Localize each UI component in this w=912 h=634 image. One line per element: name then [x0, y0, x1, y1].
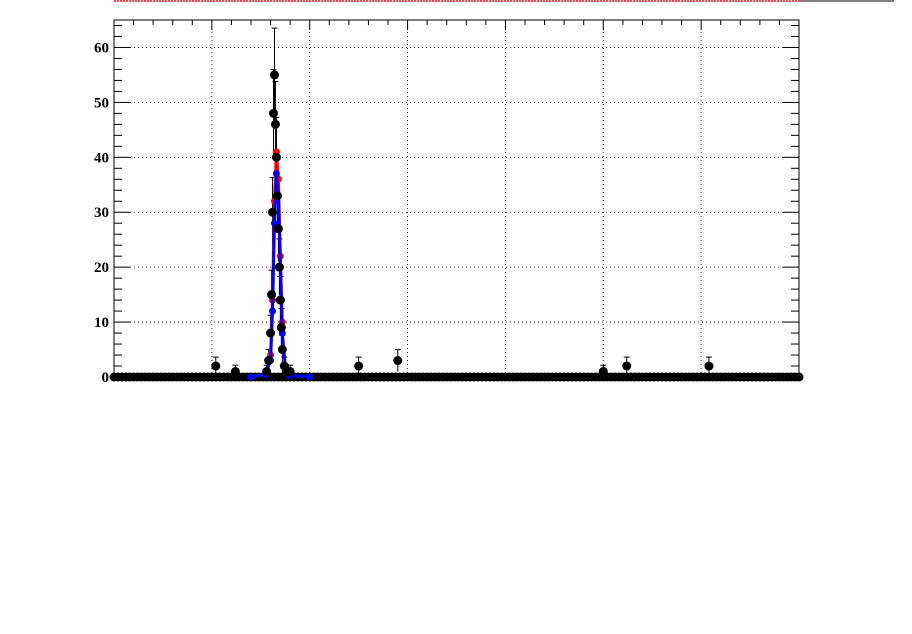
data-point [264, 356, 274, 366]
data-point [269, 70, 279, 80]
data-points [211, 70, 714, 377]
data-point [269, 108, 279, 118]
y-tick-label: 10 [94, 315, 109, 331]
data-point [271, 152, 281, 162]
data-point [598, 367, 608, 377]
plot-frame [113, 19, 800, 378]
data-point [211, 361, 221, 371]
fit-point [269, 307, 277, 315]
data-point [270, 119, 280, 129]
data-point [267, 290, 277, 300]
data-point [230, 367, 240, 377]
data-point [275, 295, 285, 305]
data-point [354, 361, 364, 371]
data-point [266, 328, 276, 338]
data-point [622, 361, 632, 371]
data-point [277, 345, 287, 355]
fit-point [306, 373, 314, 381]
grid-lines [114, 20, 799, 377]
zero-bin-point [794, 372, 804, 382]
fit-point [247, 373, 255, 381]
y-tick-label: 0 [102, 370, 110, 386]
data-point [704, 361, 714, 371]
data-point [274, 262, 284, 272]
y-tick-label: 50 [94, 95, 109, 111]
axis-ticks [113, 20, 800, 378]
y-tick-label: 30 [94, 205, 109, 221]
y-tick-labels: 0 10 20 30 40 50 60 [94, 40, 109, 386]
baseline-points [109, 372, 804, 382]
data-point [276, 323, 286, 333]
y-tick-label: 20 [94, 260, 109, 276]
data-point [285, 367, 295, 377]
data-point [262, 367, 272, 377]
error-bars [212, 27, 712, 377]
fit-point [272, 170, 280, 178]
data-point [272, 191, 282, 201]
y-tick-label: 60 [94, 40, 109, 56]
data-point [393, 356, 403, 366]
data-point [273, 224, 283, 234]
data-point [268, 207, 278, 217]
y-tick-label: 40 [94, 150, 109, 166]
